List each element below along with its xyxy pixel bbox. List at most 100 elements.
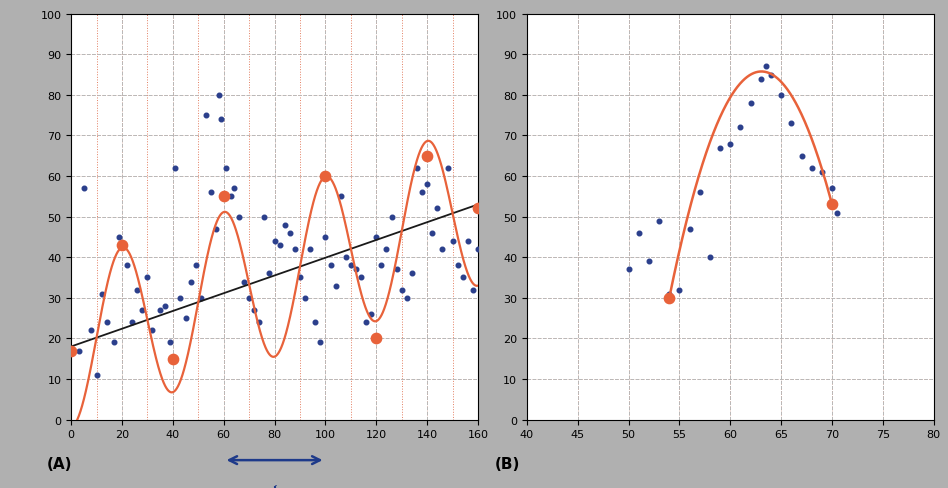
Point: [461, 238, 476, 245]
Point: [814, 169, 830, 177]
Point: [470, 245, 485, 253]
Point: [450, 262, 465, 270]
Point: [157, 303, 173, 310]
Point: [389, 266, 404, 274]
Point: [188, 262, 203, 270]
Point: [733, 124, 748, 132]
Point: [445, 238, 460, 245]
Point: [804, 164, 819, 172]
Point: [204, 189, 219, 197]
Point: [470, 205, 485, 213]
Point: [682, 225, 697, 233]
Point: [420, 152, 435, 160]
Point: [219, 164, 234, 172]
Point: [262, 270, 277, 278]
Point: [713, 144, 728, 152]
Text: (A): (A): [46, 456, 72, 471]
Point: [277, 222, 292, 229]
Point: [153, 306, 168, 314]
Point: [227, 185, 242, 193]
Point: [267, 238, 283, 245]
Point: [124, 319, 139, 326]
Point: [298, 294, 313, 302]
Point: [323, 262, 338, 270]
Point: [825, 185, 840, 193]
Point: [209, 225, 224, 233]
Point: [354, 274, 369, 282]
Point: [211, 92, 227, 100]
Point: [308, 319, 323, 326]
Point: [283, 229, 298, 237]
Point: [145, 326, 160, 334]
Point: [793, 152, 809, 160]
Point: [758, 63, 774, 71]
Point: [292, 274, 307, 282]
Point: [404, 270, 419, 278]
Point: [213, 116, 228, 124]
Point: [692, 189, 707, 197]
Point: [328, 282, 343, 290]
Point: [384, 213, 399, 221]
Point: [318, 173, 333, 181]
Point: [774, 92, 789, 100]
Point: [64, 347, 79, 355]
Point: [420, 181, 435, 189]
Point: [313, 339, 328, 346]
Point: [410, 164, 425, 172]
Point: [662, 294, 677, 302]
Point: [135, 306, 150, 314]
Point: [107, 339, 122, 346]
Point: [252, 319, 267, 326]
Point: [374, 262, 389, 270]
Point: [231, 213, 246, 221]
Point: [399, 294, 414, 302]
Point: [224, 193, 239, 201]
Point: [173, 294, 188, 302]
Point: [662, 290, 677, 298]
Point: [722, 141, 738, 148]
Point: [414, 189, 429, 197]
Point: [343, 262, 358, 270]
Point: [440, 164, 455, 172]
Point: [83, 326, 99, 334]
Point: [333, 193, 348, 201]
Point: [369, 335, 384, 343]
Point: [89, 371, 104, 379]
Point: [193, 294, 209, 302]
Point: [183, 278, 198, 286]
Point: [115, 242, 130, 249]
Point: [257, 213, 272, 221]
Point: [642, 258, 657, 265]
Point: [216, 193, 231, 201]
Point: [435, 245, 450, 253]
Point: [71, 347, 86, 355]
Point: [621, 266, 636, 274]
Point: [246, 306, 262, 314]
Point: [242, 294, 257, 302]
Point: [272, 242, 287, 249]
Point: [130, 286, 145, 294]
Point: [651, 217, 666, 225]
Point: [178, 314, 193, 322]
Point: [702, 254, 718, 262]
Point: [455, 274, 470, 282]
Point: [429, 205, 445, 213]
Point: [76, 185, 91, 193]
Point: [394, 286, 410, 294]
Point: [139, 274, 155, 282]
Point: [94, 290, 109, 298]
Point: [358, 319, 374, 326]
Point: [364, 310, 379, 318]
Point: [338, 254, 354, 262]
Point: [631, 229, 647, 237]
Point: [287, 245, 302, 253]
Point: [784, 120, 799, 128]
Point: [168, 164, 183, 172]
Point: [236, 278, 251, 286]
Point: [369, 233, 384, 241]
Point: [100, 319, 115, 326]
Point: [165, 355, 180, 363]
Point: [672, 286, 687, 294]
Point: [743, 100, 758, 108]
Point: [119, 262, 135, 270]
